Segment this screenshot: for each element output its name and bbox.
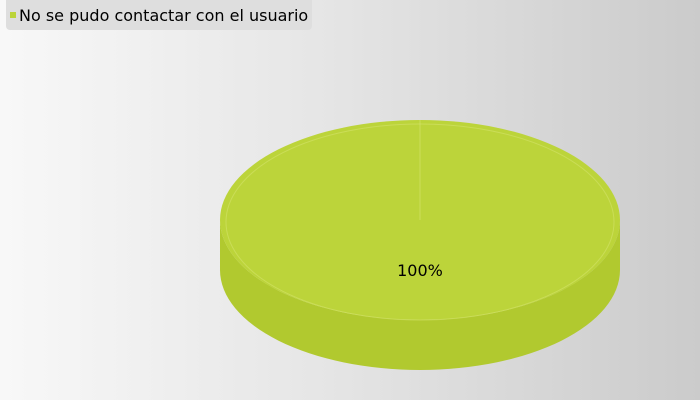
legend-swatch: [10, 12, 16, 18]
pie-slice-side: [220, 220, 620, 370]
legend-label: No se pudo contactar con el usuario: [19, 5, 309, 25]
legend: No se pudo contactar con el usuario: [6, 0, 313, 30]
slice-value-label: 100%: [397, 261, 443, 280]
